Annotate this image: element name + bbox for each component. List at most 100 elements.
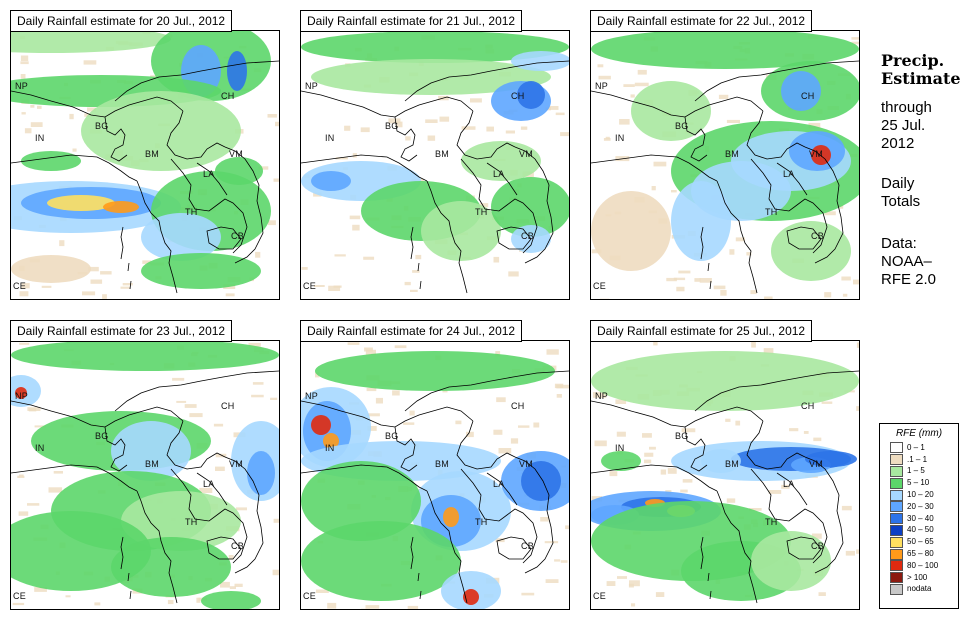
- speckle: [725, 418, 731, 422]
- legend-swatch: [890, 548, 903, 560]
- legend-title: RFE (mm): [895, 428, 943, 439]
- region-label-cb: CB: [811, 541, 824, 551]
- speckle: [142, 260, 152, 264]
- rainfall-area: [81, 91, 241, 171]
- speckle: [236, 507, 247, 511]
- rainfall-area: [521, 461, 561, 501]
- speckle: [678, 270, 691, 274]
- speckle: [215, 466, 225, 471]
- border-line: [716, 490, 758, 604]
- region-label-in: IN: [615, 133, 625, 143]
- region-label-vm: VM: [229, 149, 243, 159]
- border-line: [301, 464, 428, 492]
- speckle: [315, 372, 320, 378]
- border-line: [166, 420, 226, 470]
- speckle: [439, 116, 450, 122]
- speckle: [644, 452, 654, 457]
- sidebar-title-line1: Precip.: [881, 51, 945, 70]
- speckle: [172, 377, 185, 381]
- legend-swatch: [890, 583, 903, 595]
- speckle: [486, 126, 494, 132]
- speckle: [215, 453, 227, 458]
- border-line: [404, 370, 569, 412]
- legend-item: 50 – 65: [880, 536, 958, 548]
- speckle: [720, 290, 727, 296]
- speckle: [545, 579, 559, 583]
- daily-line2: Totals: [881, 193, 921, 210]
- speckle: [808, 122, 821, 129]
- speckle: [789, 428, 799, 432]
- speckle: [508, 271, 519, 277]
- speckle: [544, 541, 559, 544]
- speckle: [713, 285, 726, 290]
- speckle: [102, 294, 107, 299]
- speckle: [21, 112, 26, 115]
- speckle: [184, 404, 197, 408]
- region-label-in: IN: [615, 443, 625, 453]
- border-line: [426, 490, 468, 604]
- rainfall-area: [141, 253, 261, 289]
- speckle: [364, 347, 373, 352]
- legend-items: 0 – 1 .1 – 1 1 – 5 5 – 10 10 – 20 20 – 30 30 –…: [880, 442, 958, 595]
- rainfall-area: [781, 71, 821, 111]
- rainfall-area: [591, 31, 859, 69]
- rainfall-area: [751, 531, 831, 591]
- rainfall-area: [201, 591, 261, 609]
- speckle: [505, 130, 515, 134]
- speckle: [735, 420, 741, 426]
- speckle: [466, 431, 474, 438]
- speckle: [176, 400, 187, 403]
- speckle: [275, 121, 279, 127]
- rainfall-map-svg: [11, 31, 279, 299]
- speckle: [88, 266, 99, 272]
- speckle: [18, 511, 29, 516]
- speckle: [415, 254, 422, 260]
- daily-line1: Daily: [881, 175, 915, 192]
- speckle: [30, 104, 35, 108]
- rainfall-area: [21, 151, 81, 171]
- speckle: [220, 581, 230, 588]
- speckle: [479, 203, 489, 208]
- border-line: [486, 162, 518, 196]
- region-label-la: LA: [493, 169, 505, 179]
- speckle: [17, 475, 25, 478]
- rainfall-map-svg: [301, 31, 569, 294]
- speckle: [560, 132, 569, 137]
- region-label-la: LA: [783, 479, 795, 489]
- speckle: [69, 113, 74, 120]
- speckle: [824, 211, 836, 216]
- speckle: [21, 283, 30, 289]
- border-line: [694, 370, 859, 412]
- speckle: [634, 82, 649, 87]
- speckle: [649, 446, 656, 450]
- speckle: [251, 394, 264, 398]
- speckle: [751, 341, 756, 348]
- speckle: [34, 587, 47, 592]
- legend-swatch: [890, 560, 903, 572]
- border-line: [514, 146, 554, 264]
- speckle: [556, 394, 562, 398]
- panel-title: Daily Rainfall estimate for 24 Jul., 201…: [300, 320, 523, 342]
- country-borders: [301, 60, 569, 294]
- speckle: [616, 431, 626, 437]
- speckle: [680, 489, 688, 493]
- rainfall-area: [215, 157, 263, 185]
- legend-swatch: [890, 465, 903, 477]
- speckle: [764, 296, 773, 299]
- speckle: [609, 471, 618, 477]
- speckle: [510, 438, 519, 444]
- speckle: [19, 291, 29, 297]
- speckle: [630, 94, 635, 98]
- speckle: [267, 220, 276, 226]
- speckle: [412, 270, 420, 273]
- speckle: [234, 583, 243, 587]
- legend-item: 30 – 40: [880, 513, 958, 525]
- legend-label: 80 – 100: [907, 560, 939, 570]
- speckle: [34, 425, 46, 428]
- speckle: [19, 474, 24, 477]
- border-line: [776, 162, 808, 196]
- border-line: [496, 226, 532, 250]
- legend-label: 30 – 40: [907, 513, 934, 523]
- speckle: [367, 426, 377, 431]
- speckle: [856, 406, 859, 411]
